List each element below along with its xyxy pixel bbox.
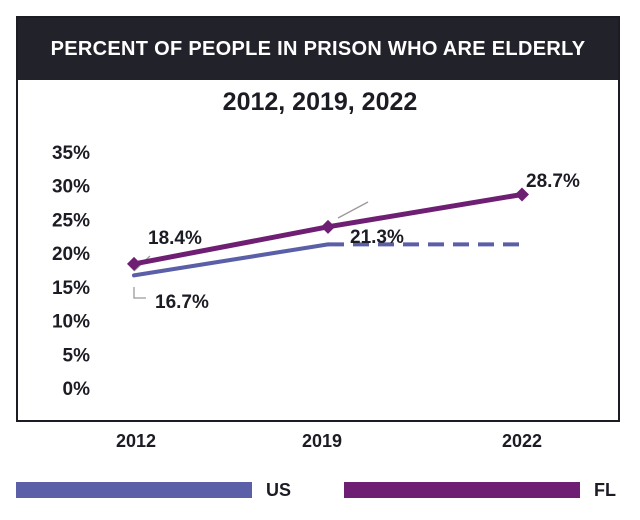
y-tick-label: 35%	[52, 143, 90, 164]
chart-plot: 35% 30% 25% 20% 15% 10% 5% 0% 2012 2019 2022 18.4…	[52, 143, 580, 451]
series-marker-fl	[127, 256, 141, 271]
y-tick-label: 30%	[52, 177, 90, 198]
legend-swatch-fl	[344, 482, 580, 498]
data-labels: 18.4% 16.7% 21.3% 28.7%	[148, 171, 580, 313]
data-label: 16.7%	[155, 292, 209, 313]
leader-line	[337, 201, 369, 219]
y-axis-ticks: 35% 30% 25% 20% 15% 10% 5% 0%	[52, 143, 90, 400]
legend: US FL	[0, 478, 640, 502]
y-tick-label: 0%	[63, 379, 91, 400]
leader-line	[133, 287, 146, 299]
series-line-us	[132, 242, 330, 278]
chart-title: PERCENT OF PEOPLE IN PRISON WHO ARE ELDE…	[18, 18, 618, 80]
series-marker-fl	[515, 187, 529, 202]
data-label: 18.4%	[148, 228, 202, 249]
x-tick-label: 2019	[302, 431, 342, 451]
legend-label-us: US	[266, 480, 292, 500]
y-tick-label: 10%	[52, 312, 90, 333]
y-tick-label: 5%	[63, 345, 91, 366]
y-tick-label: 25%	[52, 210, 90, 231]
x-axis-ticks: 2012 2019 2022	[116, 431, 542, 451]
legend-swatch-us	[16, 482, 252, 498]
y-tick-label: 15%	[52, 278, 90, 299]
series-marker-fl	[321, 219, 335, 234]
chart-frame: PERCENT OF PEOPLE IN PRISON WHO ARE ELDE…	[16, 16, 620, 422]
x-tick-label: 2012	[116, 431, 156, 451]
chart-subtitle: 2012, 2019, 2022	[222, 88, 418, 116]
legend-label-fl: FL	[594, 480, 616, 500]
data-label: 28.7%	[526, 171, 580, 192]
x-tick-label: 2022	[502, 431, 542, 451]
data-label: 21.3%	[350, 227, 404, 248]
label-leader-lines	[133, 201, 369, 299]
series-markers	[127, 187, 529, 271]
y-tick-label: 20%	[52, 244, 90, 265]
